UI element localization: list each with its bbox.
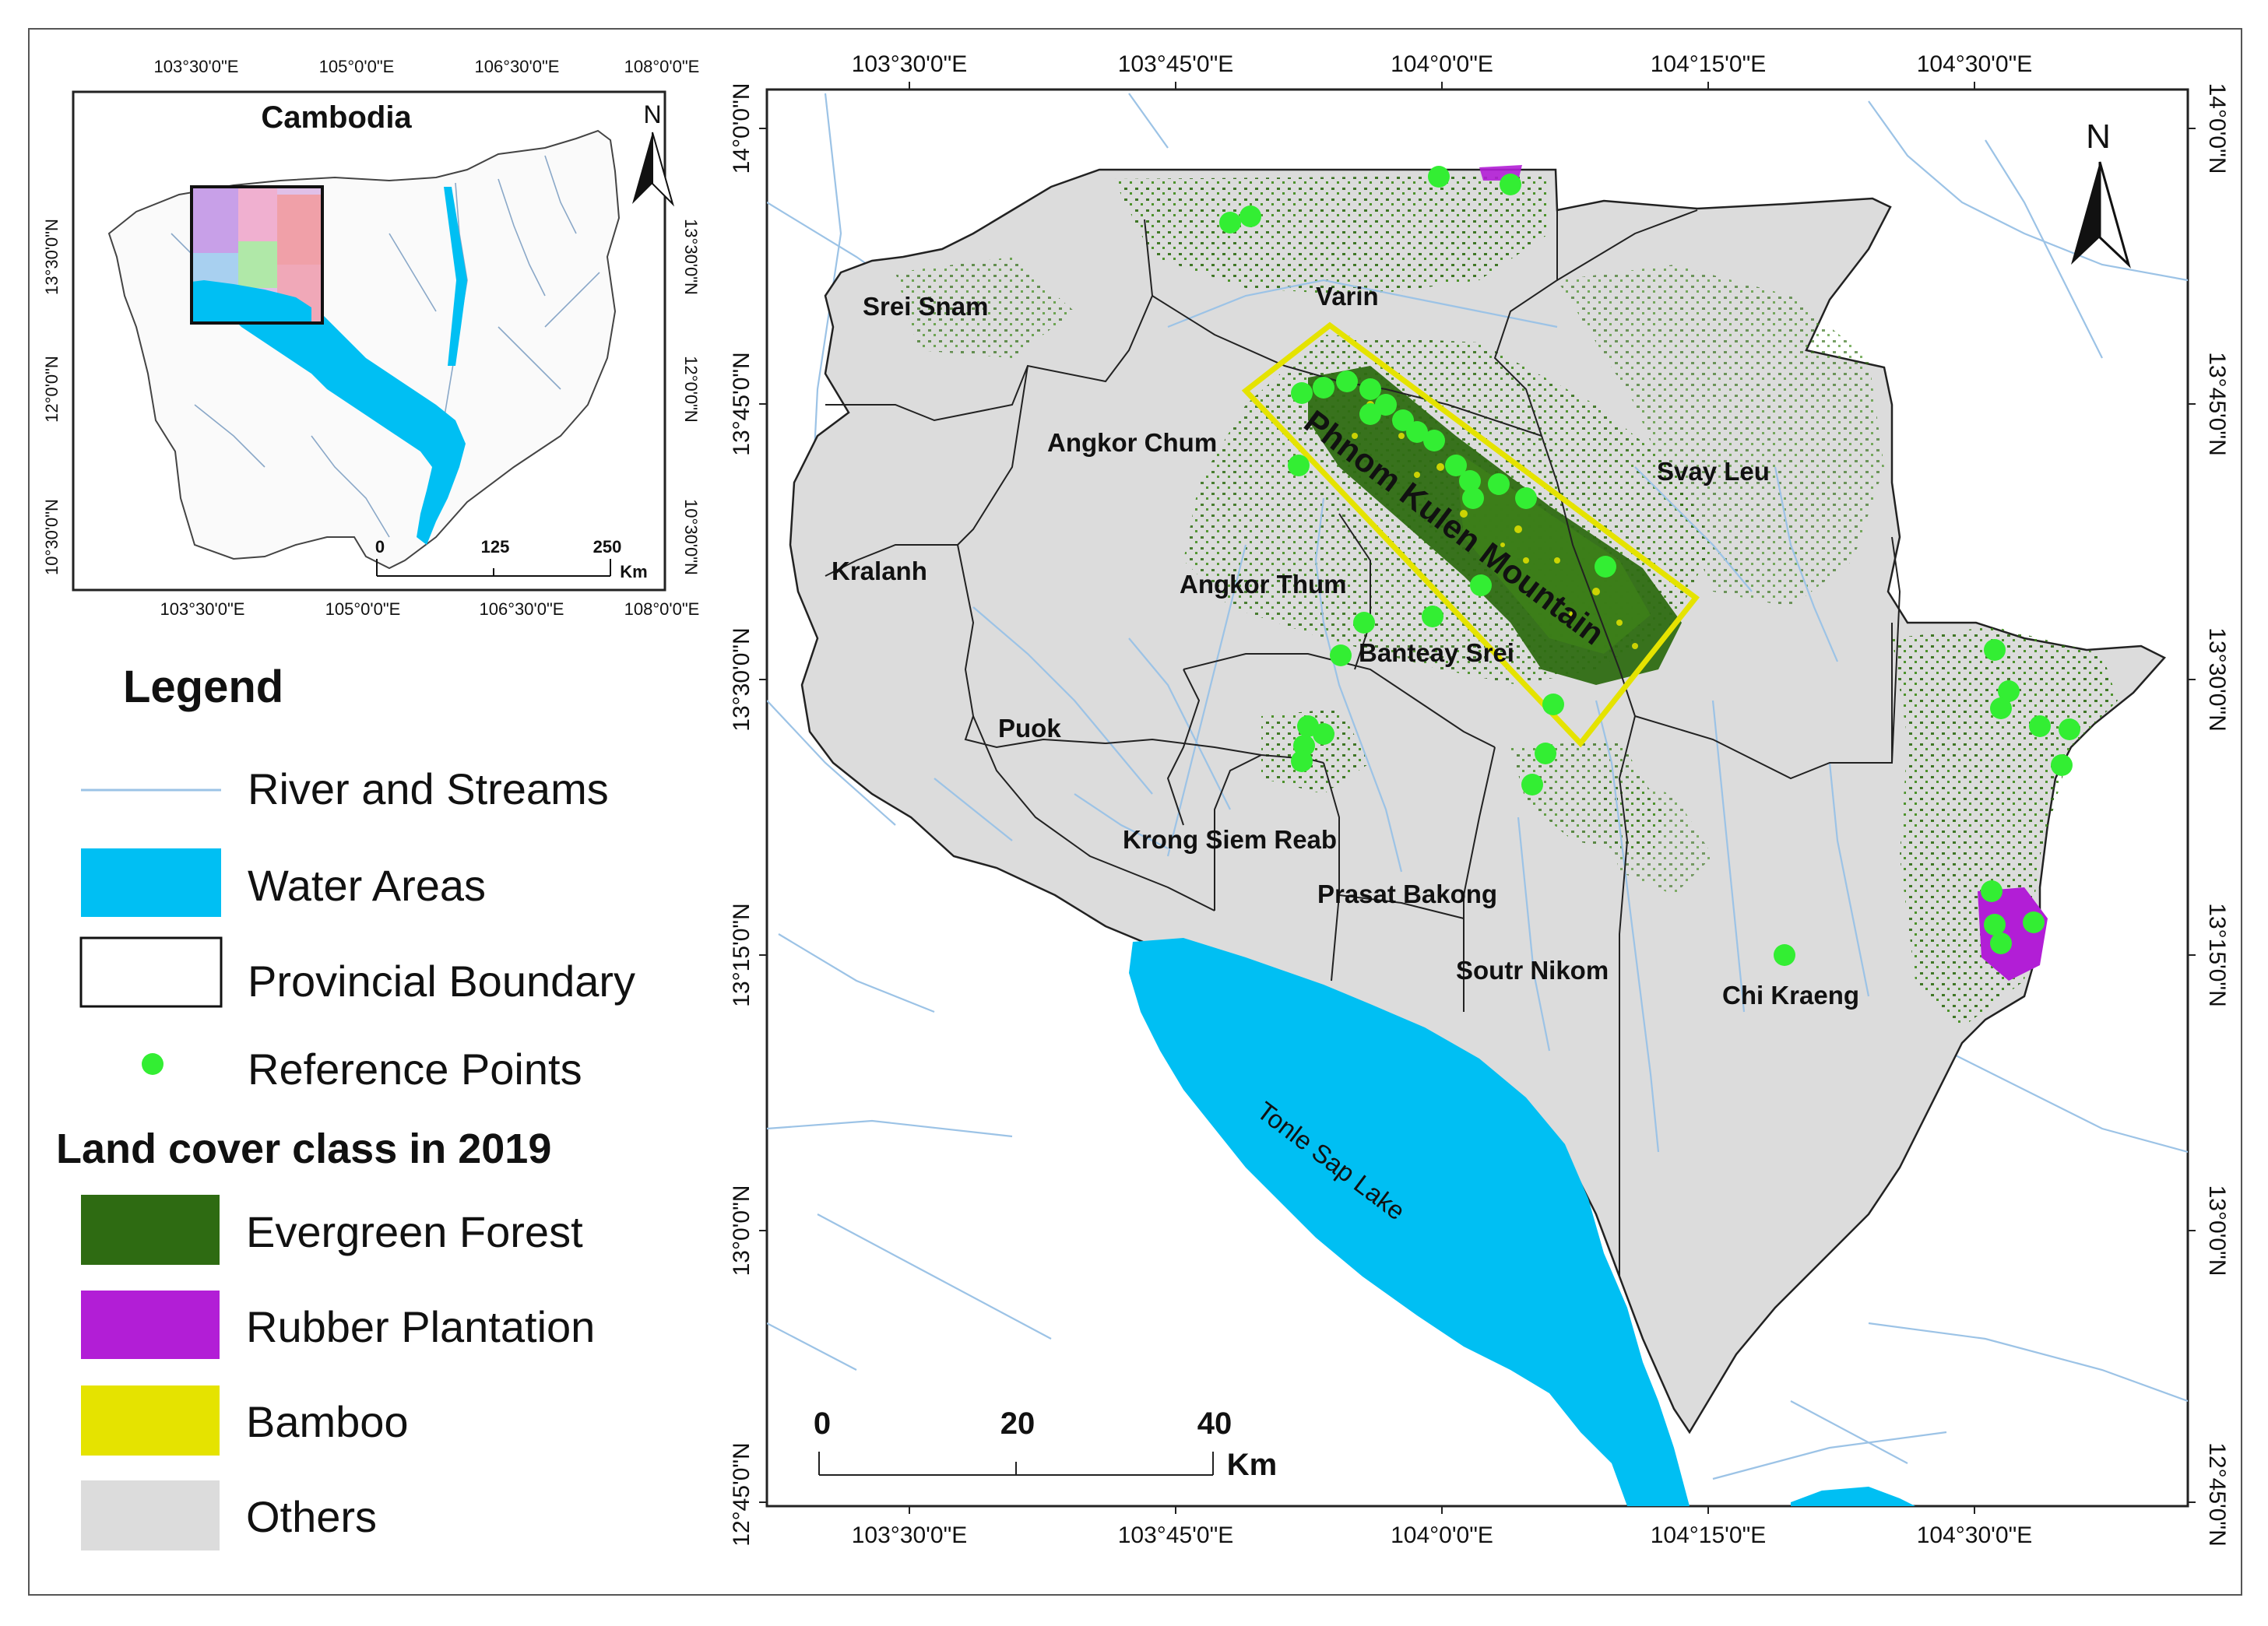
main-left-lat-5: 12°45'0"N: [729, 1442, 754, 1546]
district-varin: Varin: [1316, 282, 1379, 311]
main-scale-40: 40: [1197, 1407, 1232, 1441]
main-left-lat-1: 13°45'0"N: [729, 352, 754, 455]
inset-bottom-lon-1: 105°0'0"E: [325, 599, 401, 619]
district-srei-snam: Srei Snam: [863, 292, 988, 321]
main-map-coordinates: 103°30'0"E 103°45'0"E 104°0'0"E 104°15'0…: [729, 51, 2230, 1548]
others-symbol: [81, 1480, 220, 1550]
legend-points: Reference Points: [248, 1045, 582, 1094]
inset-study-area: [190, 185, 324, 325]
main-left-lat-2: 13°30'0"N: [729, 627, 754, 731]
tonle-sap-lake: [1129, 938, 1690, 1506]
inset-left-lat-2: 10°30'0"N: [42, 499, 62, 575]
main-top-lon-0: 103°30'0"E: [852, 51, 968, 77]
legend-title: Legend: [123, 662, 283, 712]
district-soutr-nikom: Soutr Nikom: [1456, 956, 1609, 985]
inset-bottom-lon-2: 106°30'0"E: [480, 599, 564, 619]
inset-right-lat-0: 13°30'0"N: [681, 219, 701, 295]
inset-right-lat-1: 12°0'0"N: [681, 356, 701, 423]
main-right-lat-0: 14°0'0"N: [2204, 83, 2230, 174]
district-angkor-thum: Angkor Thum: [1180, 570, 1346, 599]
inset-scale-0: 0: [375, 537, 385, 557]
district-svay-leu: Svay Leu: [1657, 457, 1770, 486]
main-left-lat-4: 13°0'0"N: [729, 1185, 754, 1277]
bamboo-speckles: [1352, 401, 1638, 649]
reference-points: [1219, 166, 2080, 966]
district-angkor-chum: Angkor Chum: [1047, 428, 1217, 457]
main-scale-bar: 0 20 40 Km: [814, 1407, 1277, 1482]
rivers-and-streams: [934, 279, 1870, 1153]
main-bottom-lon-3: 104°15'0"E: [1651, 1522, 1767, 1548]
district-chi-kraeng: Chi Kraeng: [1722, 981, 1859, 1010]
main-north-label: N: [2086, 118, 2111, 156]
inset-coordinates: 103°30'0"E 105°0'0"E 106°30'0"E 108°0'0"…: [42, 57, 701, 619]
main-left-lat-3: 13°15'0"N: [729, 903, 754, 1006]
legend-rubber: Rubber Plantation: [246, 1302, 595, 1351]
main-left-lat-0: 14°0'0"N: [729, 83, 754, 174]
inset-top-lon-0: 103°30'0"E: [154, 57, 239, 76]
inset-map: Cambodia N 0 125 250 Km 103°30'0"E 105°0…: [42, 57, 701, 619]
legend: Legend River and Streams Water Areas Pro…: [56, 662, 635, 1550]
background-rivers: [767, 93, 2188, 1480]
inset-title: Cambodia: [261, 100, 412, 135]
main-top-lon-3: 104°15'0"E: [1651, 51, 1767, 77]
inset-bottom-lon-0: 103°30'0"E: [160, 599, 245, 619]
main-right-lat-3: 13°15'0"N: [2204, 903, 2230, 1006]
water-bottom-right: [1791, 1487, 1915, 1506]
main-bottom-lon-1: 103°45'0"E: [1118, 1522, 1234, 1548]
rubber-plantation-area: [1978, 887, 2048, 981]
main-top-lon-4: 104°30'0"E: [1917, 51, 2033, 77]
main-bottom-lon-0: 103°30'0"E: [852, 1522, 968, 1548]
main-right-lat-4: 13°0'0"N: [2204, 1185, 2230, 1277]
district-banteay-srei: Banteay Srei: [1359, 638, 1514, 667]
legend-others: Others: [246, 1492, 377, 1541]
bamboo-symbol: [81, 1385, 220, 1456]
legend-boundary: Provincial Boundary: [248, 957, 635, 1006]
legend-river: River and Streams: [248, 764, 609, 813]
reference-point-symbol: [142, 1053, 164, 1075]
inset-north-arrow: N: [632, 100, 675, 207]
main-scale-20: 20: [1000, 1407, 1036, 1441]
main-right-lat-1: 13°45'0"N: [2204, 352, 2230, 455]
main-scale-0: 0: [814, 1407, 831, 1441]
main-right-lat-5: 12°45'0"N: [2204, 1442, 2230, 1546]
inset-right-lat-2: 10°30'0"N: [681, 499, 701, 575]
main-top-lon-2: 104°0'0"E: [1391, 51, 1493, 77]
inset-top-lon-2: 106°30'0"E: [475, 57, 560, 76]
inset-left-lat-1: 12°0'0"N: [42, 356, 62, 423]
inset-study-area-box: [190, 185, 324, 325]
inset-bottom-lon-3: 108°0'0"E: [624, 599, 700, 619]
district-prasat-bakong: Prasat Bakong: [1317, 880, 1497, 908]
boundary-symbol: [79, 936, 223, 1008]
evergreen-forest-areas: [895, 165, 2118, 1027]
main-map-ticks: [759, 82, 2196, 1514]
main-map: Srei Snam Varin Angkor Chum Svay Leu Kra…: [729, 51, 2230, 1548]
district-puok: Puok: [998, 714, 1061, 743]
legend-bamboo: Bamboo: [246, 1397, 409, 1446]
inset-top-lon-1: 105°0'0"E: [319, 57, 395, 76]
inset-scale-bar: 0 125 250 Km: [375, 537, 648, 581]
main-bottom-lon-2: 104°0'0"E: [1391, 1522, 1493, 1548]
main-right-lat-2: 13°30'0"N: [2204, 627, 2230, 731]
landcover-title: Land cover class in 2019: [56, 1126, 551, 1172]
main-north-arrow: N: [2071, 118, 2131, 269]
legend-evergreen: Evergreen Forest: [246, 1207, 583, 1256]
phnom-kulen-box: [1241, 321, 1700, 748]
legend-water: Water Areas: [248, 861, 486, 910]
rubber-symbol: [81, 1291, 220, 1359]
inset-top-lon-3: 108°0'0"E: [624, 57, 700, 76]
district-krong-siem-reab: Krong Siem Reab: [1123, 825, 1337, 854]
inset-water-mekong: [444, 187, 467, 366]
water-symbol: [81, 848, 221, 917]
inset-scale-125: 125: [481, 537, 510, 557]
main-scale-unit: Km: [1227, 1448, 1277, 1482]
inset-left-lat-0: 13°30'0"N: [42, 219, 62, 295]
main-top-lon-1: 103°45'0"E: [1118, 51, 1234, 77]
main-bottom-lon-4: 104°30'0"E: [1917, 1522, 2033, 1548]
inset-scale-unit: Km: [620, 562, 647, 581]
evergreen-symbol: [81, 1195, 220, 1265]
district-kralanh: Kralanh: [832, 557, 927, 585]
inset-north-label: N: [643, 100, 661, 128]
inset-scale-250: 250: [593, 537, 622, 557]
